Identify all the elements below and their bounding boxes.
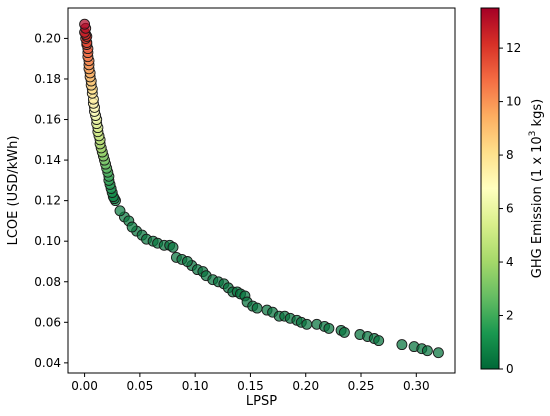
x-tick-label: 0.20 bbox=[292, 379, 319, 393]
colorbar-label-prefix: GHG Emission (1 x 10 bbox=[530, 136, 545, 278]
colorbar-ticks: 0 2 4 6 8 10 12 bbox=[499, 41, 521, 376]
y-tick-label: 0.12 bbox=[34, 194, 61, 208]
colorbar-label: GHG Emission (1 x 103 kgs) bbox=[528, 99, 545, 278]
plot-frame bbox=[67, 7, 456, 374]
y-axis-label: LCOE (USD/kWh) bbox=[6, 136, 21, 246]
colorbar-label-exponent: 3 bbox=[528, 131, 538, 137]
data-point bbox=[181, 256, 193, 267]
data-point bbox=[114, 205, 126, 217]
data-point bbox=[323, 322, 335, 334]
x-tick-label: 0.30 bbox=[403, 379, 430, 393]
data-point bbox=[338, 326, 350, 338]
data-point bbox=[126, 221, 138, 233]
y-tick-label: 0.18 bbox=[34, 72, 61, 86]
data-point bbox=[421, 345, 433, 357]
y-axis: 0.04 0.06 0.08 0.10 0.12 0.14 0.16 0.18 0.20 bbox=[34, 31, 68, 370]
x-tick-label: 0.00 bbox=[71, 379, 98, 393]
data-point bbox=[301, 318, 313, 330]
data-point bbox=[396, 339, 408, 351]
x-axis-label: LPSP bbox=[246, 394, 277, 409]
y-tick-label: 0.14 bbox=[34, 153, 61, 167]
x-tick-label: 0.05 bbox=[127, 379, 154, 393]
colorbar: 0 2 4 6 8 10 12 GHG Emission (1 x 103 kgs) bbox=[480, 7, 545, 376]
data-point bbox=[167, 241, 179, 253]
colorbar-tick-label: 12 bbox=[506, 41, 521, 55]
colorbar-tick-label: 0 bbox=[506, 362, 514, 376]
colorbar-gradient bbox=[480, 7, 500, 370]
y-tick-label: 0.16 bbox=[34, 113, 61, 127]
colorbar-tick-label: 2 bbox=[506, 309, 514, 323]
y-tick-label: 0.10 bbox=[34, 234, 61, 248]
colorbar-tick-label: 4 bbox=[506, 255, 514, 269]
data-point bbox=[79, 18, 91, 30]
y-tick-label: 0.08 bbox=[34, 275, 61, 289]
colorbar-tick-label: 8 bbox=[506, 148, 514, 162]
data-point bbox=[432, 347, 444, 359]
x-tick-label: 0.15 bbox=[237, 379, 264, 393]
colorbar-label-suffix: kgs) bbox=[530, 99, 545, 131]
points-layer bbox=[79, 18, 444, 359]
y-tick-label: 0.04 bbox=[34, 356, 61, 370]
x-tick-label: 0.25 bbox=[348, 379, 375, 393]
x-tick-label: 0.10 bbox=[182, 379, 209, 393]
y-tick-label: 0.20 bbox=[34, 31, 61, 45]
x-axis: 0.00 0.05 0.10 0.15 0.20 0.25 0.30 bbox=[71, 373, 430, 393]
data-point bbox=[373, 335, 385, 347]
colorbar-tick-label: 10 bbox=[506, 95, 521, 109]
data-point bbox=[251, 302, 263, 314]
y-tick-label: 0.06 bbox=[34, 315, 61, 329]
colorbar-tick-label: 6 bbox=[506, 202, 514, 216]
